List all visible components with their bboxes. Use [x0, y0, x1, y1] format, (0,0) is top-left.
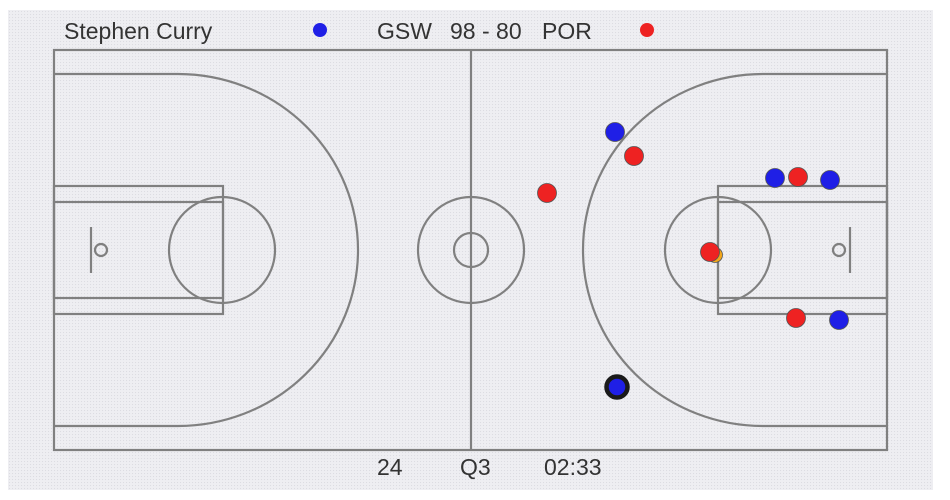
home-team-label: GSW: [377, 18, 432, 44]
right-three-point-line: [581, 72, 887, 428]
center-circle-inner: [452, 231, 490, 269]
right-hoop: [831, 242, 847, 258]
home-player-marker: [829, 310, 849, 330]
away-player-marker: [786, 308, 806, 328]
quarter-label: Q3: [460, 454, 491, 480]
home-player-marker: [605, 122, 625, 142]
right-outer-lane: [716, 184, 889, 316]
away-legend-dot: [640, 23, 654, 37]
score-display: 98 - 80: [450, 18, 522, 44]
left-three-point-line: [54, 72, 360, 428]
home-legend-dot: [313, 23, 327, 37]
right-free-throw-circle: [663, 195, 773, 305]
left-inner-lane: [52, 200, 225, 300]
home-player-marker: [820, 170, 840, 190]
left-hoop: [93, 242, 109, 258]
shot-clock: 24: [377, 454, 403, 480]
away-player-marker: [624, 146, 644, 166]
right-inner-lane: [716, 200, 889, 300]
away-team-label: POR: [542, 18, 592, 44]
away-player-marker: [537, 183, 557, 203]
game-clock: 02:33: [544, 454, 602, 480]
away-player-marker: [788, 167, 808, 187]
home-player-marker: [765, 168, 785, 188]
away-player-marker: [700, 242, 720, 262]
left-free-throw-circle: [167, 195, 277, 305]
left-half-markings: [52, 72, 360, 428]
right-half-markings: [581, 72, 889, 428]
left-outer-lane: [52, 184, 225, 316]
player-name: Stephen Curry: [64, 18, 213, 44]
highlighted-player-marker: [604, 374, 630, 400]
center-circle-outer: [416, 195, 526, 305]
